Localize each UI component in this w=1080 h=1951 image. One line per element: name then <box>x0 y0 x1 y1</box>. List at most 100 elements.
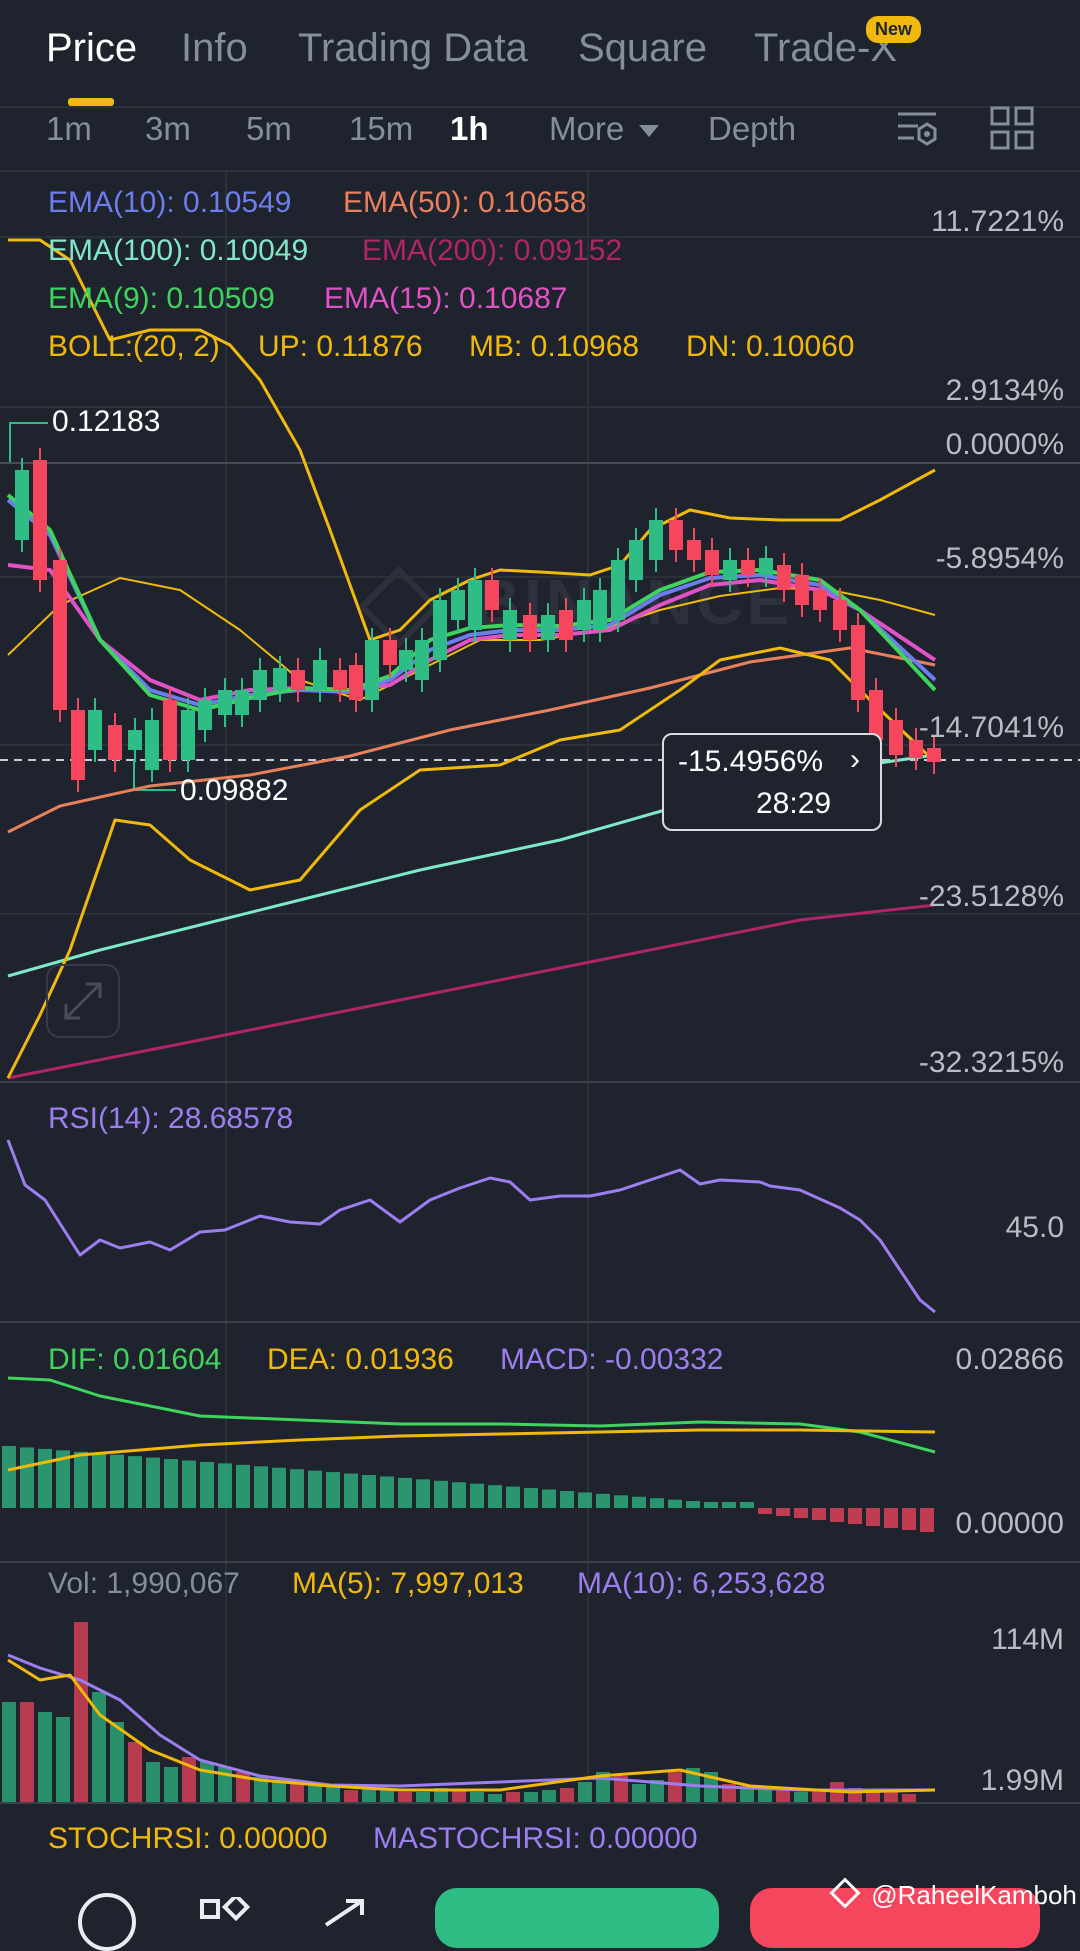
volume-bar <box>416 1792 430 1802</box>
interval-15m[interactable]: 15m <box>349 110 414 147</box>
volume-bar <box>470 1792 484 1802</box>
macd-histogram-bar <box>110 1454 124 1508</box>
candle-body <box>235 690 249 715</box>
macd-histogram-bar <box>524 1488 538 1508</box>
caret-down-icon <box>639 125 660 138</box>
more-dropdown[interactable]: More <box>549 110 660 148</box>
tab-square[interactable]: Square <box>578 26 707 70</box>
candle-body <box>559 610 573 640</box>
macd-histogram-bar <box>20 1447 34 1508</box>
volume-bar <box>650 1780 664 1802</box>
expand-icon <box>64 982 102 1020</box>
volume-bar <box>488 1794 502 1802</box>
volume-bar <box>56 1717 70 1802</box>
current-change-label: -15.4956% <box>678 745 824 778</box>
macd-histogram-bar <box>146 1457 160 1508</box>
candle-body <box>291 670 305 690</box>
more-circle-icon[interactable] <box>78 1893 136 1951</box>
price-axis-label: -23.5128% <box>918 880 1064 913</box>
volume-bar <box>632 1784 646 1802</box>
price-axis-label: -5.8954% <box>935 542 1064 575</box>
volume-bar <box>92 1692 106 1802</box>
expand-chart-button[interactable] <box>46 964 120 1038</box>
macd-histogram-bar <box>686 1501 700 1508</box>
macd-histogram-bar <box>182 1460 196 1508</box>
grid-apps-icon[interactable] <box>200 1897 250 1927</box>
macd-histogram-bar <box>218 1463 232 1508</box>
price-axis-label: 2.9134% <box>945 374 1064 407</box>
grid-vline <box>225 170 227 1800</box>
candle-body <box>577 600 591 630</box>
volume-bar <box>110 1722 124 1802</box>
rsi-label: RSI(14): 28.68578 <box>48 1102 294 1135</box>
macd-dea-label: DEA: 0.01936 <box>267 1343 454 1376</box>
interval-1h[interactable]: 1h <box>450 110 489 147</box>
grid-vline <box>587 170 589 1800</box>
candle-body <box>163 700 177 760</box>
price-axis-label: -32.3215% <box>918 1046 1064 1079</box>
candle-body <box>503 610 517 640</box>
candle-body <box>629 540 643 580</box>
macd-histogram-bar <box>776 1508 790 1516</box>
volume-bar <box>380 1790 394 1802</box>
ema200-label: EMA(200): 0.09152 <box>362 234 623 267</box>
candle-body <box>593 590 607 630</box>
volume-bar <box>254 1777 268 1802</box>
grid-hline <box>0 744 1080 746</box>
macd-histogram-bar <box>902 1508 916 1530</box>
grid-hline <box>0 576 1080 578</box>
macd-histogram-bar <box>416 1479 430 1508</box>
chevron-right-icon: › <box>850 743 860 776</box>
candle-body <box>468 580 482 630</box>
chart-settings-icon[interactable] <box>896 106 940 150</box>
volume-bar <box>902 1794 916 1802</box>
new-badge: New <box>866 16 922 43</box>
macd-histogram-bar <box>470 1483 484 1508</box>
candle-body <box>273 668 287 690</box>
interval-1m[interactable]: 1m <box>46 110 92 147</box>
macd-histogram-bar <box>794 1508 808 1518</box>
candle-body <box>741 560 755 575</box>
boll-mb-label: MB: 0.10968 <box>469 330 640 363</box>
interval-5m[interactable]: 5m <box>246 110 292 147</box>
macd-histogram-bar <box>668 1499 682 1508</box>
volume-bar <box>776 1788 790 1802</box>
macd-histogram-bar <box>722 1502 736 1508</box>
macd-histogram-bar <box>56 1450 70 1508</box>
depth-button[interactable]: Depth <box>708 110 797 147</box>
macd-axis-bottom: 0.00000 <box>955 1507 1064 1540</box>
volume-bar <box>668 1772 682 1802</box>
macd-histogram-bar <box>362 1475 376 1508</box>
ema15-label: EMA(15): 0.10687 <box>324 282 568 315</box>
active-tab-indicator <box>68 98 114 106</box>
candle-body <box>669 520 683 550</box>
grid-hline <box>0 236 1080 238</box>
buy-button[interactable] <box>435 1888 719 1948</box>
candle-body <box>523 615 537 640</box>
macd-histogram-bar <box>434 1480 448 1508</box>
volume-bar <box>740 1788 754 1802</box>
current-price-box[interactable]: -15.4956% › 28:29 <box>662 733 882 831</box>
tab-info[interactable]: Info <box>181 26 248 70</box>
interval-3m[interactable]: 3m <box>145 110 191 147</box>
ema100-label: EMA(100): 0.10049 <box>48 234 309 267</box>
macd-histogram-bar <box>92 1453 106 1508</box>
candle-body <box>909 740 923 758</box>
macd-histogram-bar <box>326 1472 340 1508</box>
candle-body <box>927 748 941 762</box>
macd-dif-label: DIF: 0.01604 <box>48 1343 222 1376</box>
candle-body <box>53 560 67 710</box>
volume-ma10-label: MA(10): 6,253,628 <box>577 1567 826 1600</box>
share-arrow-icon[interactable] <box>320 1897 370 1927</box>
candle-body <box>451 590 465 620</box>
tab-trading-data[interactable]: Trading Data <box>298 26 528 70</box>
macd-histogram-bar <box>2 1446 16 1508</box>
layout-grid-icon[interactable] <box>990 106 1034 150</box>
macd-histogram-bar <box>290 1469 304 1508</box>
macd-histogram-bar <box>614 1495 628 1508</box>
tab-price[interactable]: Price <box>46 26 138 70</box>
volume-bar <box>74 1622 88 1802</box>
volume-ma5-label: MA(5): 7,997,013 <box>292 1567 524 1600</box>
rsi-axis-label: 45.0 <box>1005 1211 1064 1244</box>
